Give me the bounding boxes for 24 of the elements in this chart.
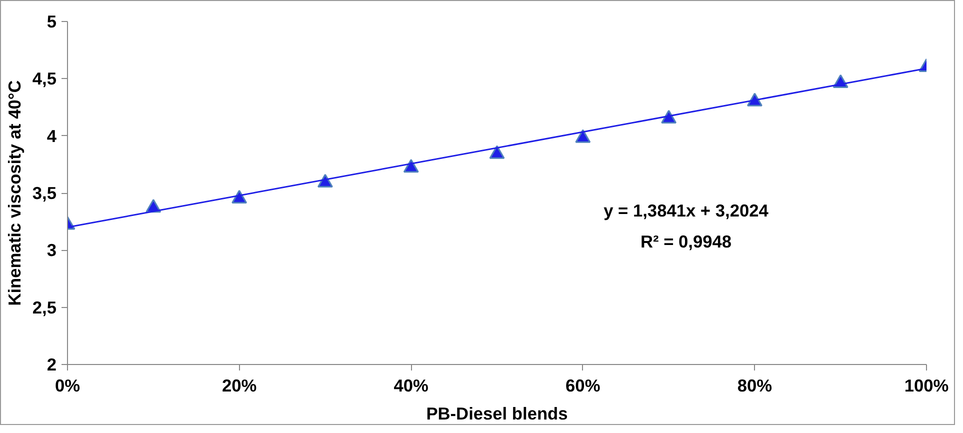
- x-tick-label: 100%: [904, 376, 949, 396]
- x-tick-label: 40%: [394, 376, 428, 396]
- point: [746, 92, 762, 106]
- point: [232, 190, 248, 204]
- annotation: R² = 0,9948: [640, 231, 732, 252]
- x-tick-label: 20%: [222, 376, 257, 396]
- point: [661, 110, 677, 124]
- x-tick-label: 0%: [54, 376, 80, 396]
- x-tick-label: 60%: [566, 376, 600, 396]
- y-tick-label: 2,5: [32, 297, 57, 318]
- y-tick-label: 3,5: [32, 183, 57, 203]
- y-tick-label: 5: [46, 12, 57, 32]
- y-tick-label: 4,5: [32, 68, 57, 89]
- point: [403, 159, 419, 173]
- y-tick-label: 3: [46, 240, 57, 260]
- y-tick-label: 4: [46, 126, 57, 146]
- y-axis-title: Kinematic viscosity at 40°C: [4, 80, 24, 306]
- x-tick-label: 80%: [737, 376, 772, 396]
- x-axis-title: PB-Diesel blends: [426, 404, 568, 424]
- point: [317, 174, 333, 188]
- point: [489, 145, 505, 159]
- point: [575, 129, 591, 143]
- y-tick-label: 2: [46, 354, 57, 374]
- annotation: y = 1,3841x + 3,2024: [604, 200, 769, 220]
